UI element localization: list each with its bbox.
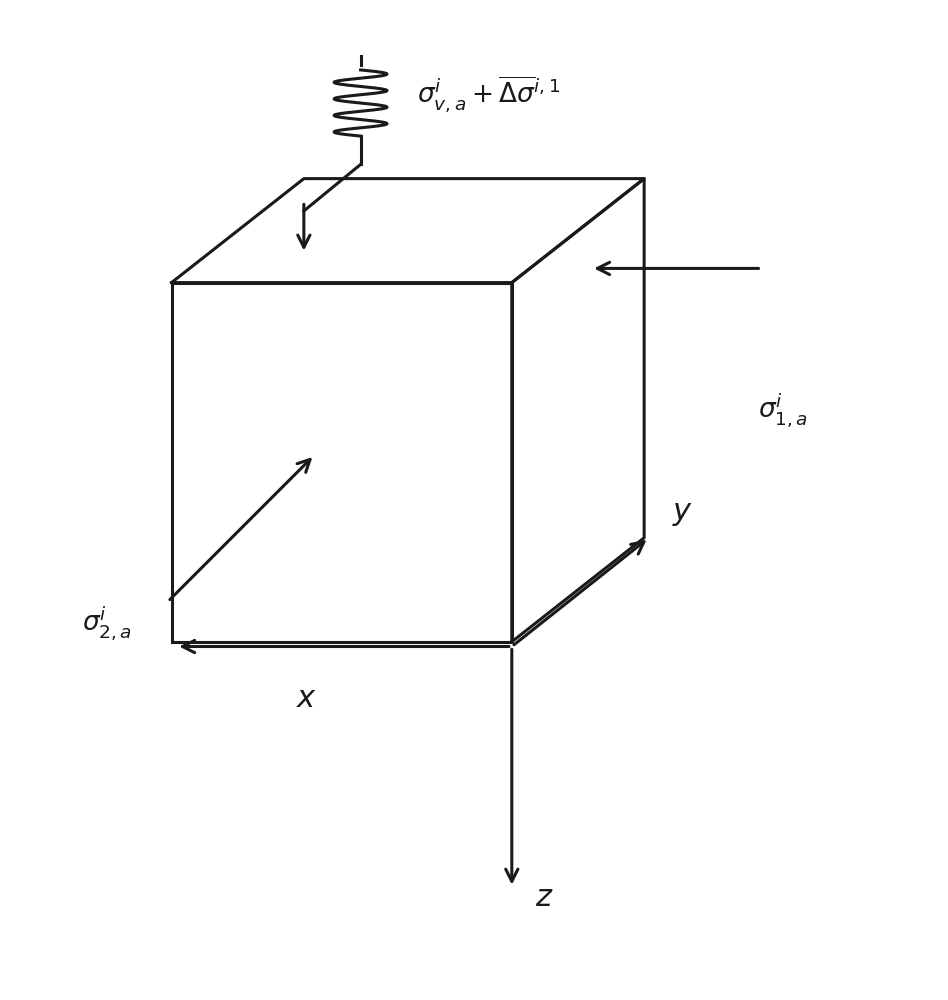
Text: $\sigma_{v,a}^{i}+\overline{\Delta\sigma}^{i,1}$: $\sigma_{v,a}^{i}+\overline{\Delta\sigma… [417, 74, 560, 114]
Text: $x$: $x$ [296, 684, 317, 713]
Text: $\sigma_{2,a}^{i}$: $\sigma_{2,a}^{i}$ [82, 604, 132, 642]
Text: $\sigma_{1,a}^{i}$: $\sigma_{1,a}^{i}$ [757, 391, 808, 429]
Text: $z$: $z$ [536, 883, 554, 912]
Text: $y$: $y$ [672, 499, 694, 528]
